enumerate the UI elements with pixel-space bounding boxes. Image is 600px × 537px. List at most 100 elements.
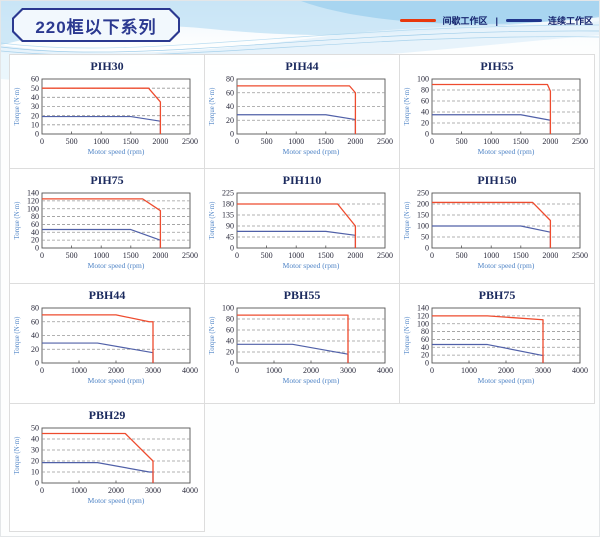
svg-text:45: 45: [226, 233, 234, 242]
svg-text:20: 20: [31, 111, 39, 120]
svg-text:60: 60: [226, 326, 234, 335]
svg-text:40: 40: [421, 108, 429, 117]
chart-canvas-PIH110: 0 500 1000 1500 2000 250004590135180225Motor …: [209, 189, 393, 270]
svg-text:80: 80: [226, 315, 234, 324]
svg-text:60: 60: [421, 335, 429, 344]
svg-text:1000: 1000: [71, 366, 87, 375]
svg-text:1500: 1500: [123, 251, 139, 260]
charts-grid-row: PIH30 0 500 1000 1500 2000 2500 0 10 20 30 40 50 60 Mo…: [9, 54, 598, 169]
series-title-box-inner: 220框以下系列: [14, 10, 178, 40]
svg-text:3000: 3000: [145, 486, 161, 495]
charts-grid-row: PIH75 0 500 1000 1500 2000 2500 0 20 40 60 80 100 120…: [9, 168, 598, 284]
svg-text:4000: 4000: [182, 366, 198, 375]
svg-text:Motor speed (rpm): Motor speed (rpm): [88, 147, 145, 156]
svg-text:100: 100: [417, 319, 429, 328]
chart-cell-PIH110: PIH110 0 500 1000 1500 2000 2500 0 45 90 135 180 225…: [204, 168, 400, 284]
svg-text:1000: 1000: [483, 251, 499, 260]
chart-title: PIH150: [477, 173, 517, 187]
svg-text:1500: 1500: [318, 137, 334, 146]
svg-text:1000: 1000: [266, 366, 282, 375]
svg-text:60: 60: [31, 317, 39, 326]
svg-text:2500: 2500: [572, 137, 588, 146]
svg-text:2500: 2500: [377, 137, 393, 146]
svg-text:4000: 4000: [572, 366, 588, 375]
svg-text:0: 0: [35, 130, 39, 139]
svg-text:40: 40: [226, 337, 234, 346]
svg-text:Motor speed (rpm): Motor speed (rpm): [478, 376, 535, 385]
svg-text:100: 100: [27, 204, 39, 213]
svg-text:40: 40: [31, 435, 39, 444]
svg-text:0: 0: [235, 137, 239, 146]
chart-title: PIH44: [285, 59, 319, 73]
svg-text:0: 0: [35, 479, 39, 488]
svg-text:4000: 4000: [182, 486, 198, 495]
svg-text:0: 0: [35, 359, 39, 368]
svg-text:Torque (N·m): Torque (N·m): [14, 437, 21, 475]
svg-text:80: 80: [226, 75, 234, 84]
svg-text:500: 500: [456, 251, 468, 260]
svg-text:0: 0: [230, 244, 234, 253]
svg-text:180: 180: [222, 200, 234, 209]
svg-text:20: 20: [31, 236, 39, 245]
svg-text:1500: 1500: [513, 251, 529, 260]
svg-text:40: 40: [226, 102, 234, 111]
svg-text:2000: 2000: [152, 251, 168, 260]
svg-text:500: 500: [261, 137, 273, 146]
svg-text:20: 20: [421, 119, 429, 128]
svg-text:50: 50: [421, 233, 429, 242]
svg-text:10: 10: [31, 468, 39, 477]
chart-cell-PIH150: PIH150 0 500 1000 1500 2000 2500 0 50 100 150 200 25…: [399, 168, 595, 284]
svg-text:0: 0: [40, 366, 44, 375]
svg-text:2000: 2000: [542, 137, 558, 146]
svg-text:2500: 2500: [572, 251, 588, 260]
chart-cell-PIH30: PIH30 0 500 1000 1500 2000 2500 0 10 20 30 40 50 60 Mo…: [9, 54, 205, 169]
svg-text:2000: 2000: [347, 137, 363, 146]
svg-text:Torque (N·m): Torque (N·m): [209, 317, 216, 355]
svg-text:40: 40: [31, 228, 39, 237]
svg-text:500: 500: [66, 251, 78, 260]
svg-text:20: 20: [226, 348, 234, 357]
chart-cell-PBH55: PBH55 0 1000 2000 3000 4000 0 20 40 60 80 100 Motor …: [204, 283, 400, 404]
legend-intermittent-line-icon: [400, 19, 437, 22]
svg-text:1000: 1000: [71, 486, 87, 495]
legend-label-intermittent: 间歇工作区: [442, 16, 488, 26]
svg-text:60: 60: [31, 75, 39, 84]
svg-text:3000: 3000: [145, 366, 161, 375]
svg-text:Motor speed (rpm): Motor speed (rpm): [478, 261, 535, 270]
svg-text:0: 0: [40, 251, 44, 260]
svg-text:2000: 2000: [347, 251, 363, 260]
svg-text:2500: 2500: [377, 251, 393, 260]
svg-text:20: 20: [226, 116, 234, 125]
svg-text:0: 0: [425, 359, 429, 368]
svg-text:1000: 1000: [461, 366, 477, 375]
svg-text:2500: 2500: [182, 251, 198, 260]
svg-text:30: 30: [31, 102, 39, 111]
legend-label-continuous: 连续工作区: [547, 16, 593, 26]
svg-text:0: 0: [430, 137, 434, 146]
svg-text:20: 20: [421, 351, 429, 360]
svg-text:0: 0: [235, 366, 239, 375]
svg-text:Torque (N·m): Torque (N·m): [209, 88, 216, 126]
svg-text:250: 250: [417, 189, 429, 198]
svg-text:Motor speed (rpm): Motor speed (rpm): [478, 147, 535, 156]
svg-text:0: 0: [430, 366, 434, 375]
svg-text:2000: 2000: [152, 137, 168, 146]
chart-title: PBH29: [88, 408, 126, 422]
svg-text:3000: 3000: [340, 366, 356, 375]
svg-text:Torque (N·m): Torque (N·m): [209, 202, 216, 240]
svg-text:Motor speed (rpm): Motor speed (rpm): [283, 261, 340, 270]
legend-separator: |: [495, 15, 498, 26]
svg-text:80: 80: [421, 327, 429, 336]
svg-text:225: 225: [222, 189, 234, 198]
svg-text:100: 100: [417, 222, 429, 231]
svg-text:0: 0: [40, 137, 44, 146]
svg-text:Motor speed (rpm): Motor speed (rpm): [88, 376, 145, 385]
svg-text:Motor speed (rpm): Motor speed (rpm): [88, 496, 145, 505]
chart-title: PBH55: [283, 288, 321, 302]
